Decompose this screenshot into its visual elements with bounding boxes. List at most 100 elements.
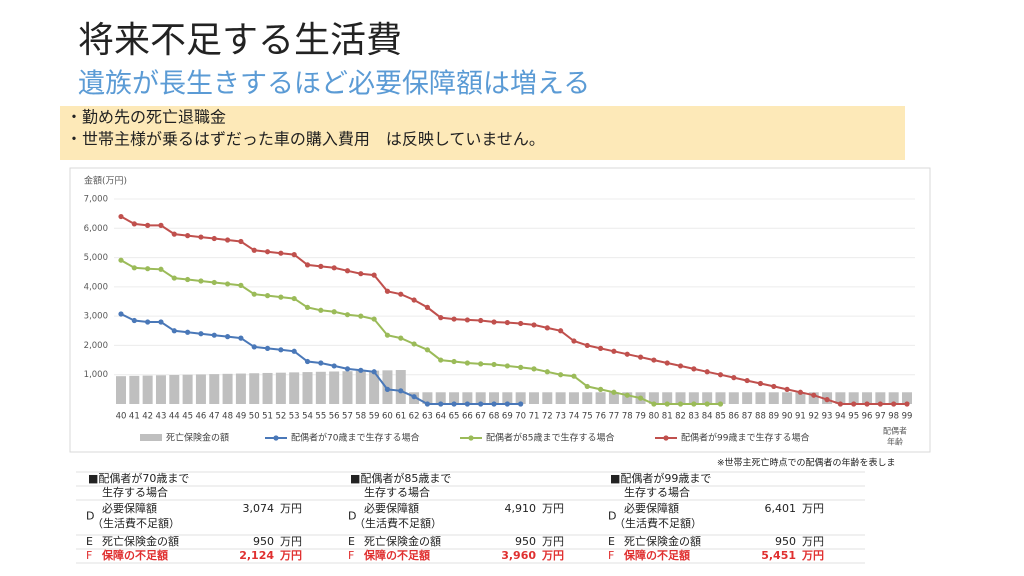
bar (275, 372, 286, 404)
legend-swatch (273, 435, 279, 441)
row-unit: 万円 (280, 502, 302, 515)
row-value: 3,074 (243, 502, 275, 515)
bar (702, 392, 713, 404)
point (704, 369, 710, 375)
x-tick-label: 41 (129, 412, 140, 422)
x-tick-label: 90 (782, 412, 793, 422)
point (411, 341, 417, 347)
row-code: F (608, 549, 614, 562)
chart-note: ※世帯主死亡時点での配偶者の年齢を表しま (717, 457, 896, 469)
x-tick-label: 59 (369, 412, 380, 422)
x-tick-label: 49 (235, 412, 246, 422)
row-value: 950 (253, 535, 274, 548)
point (158, 266, 164, 272)
point (837, 401, 843, 407)
bar (116, 376, 126, 404)
bar (422, 392, 433, 404)
row-value: 3,960 (501, 549, 536, 562)
row-unit: 万円 (802, 535, 824, 548)
x-tick-label: 83 (688, 412, 699, 422)
row-unit: 万円 (802, 502, 824, 515)
point (211, 235, 217, 242)
x-tick-label: 50 (249, 412, 260, 422)
point (264, 293, 271, 299)
point (171, 328, 177, 334)
bar (768, 392, 779, 404)
row-value: 950 (775, 535, 796, 548)
point (158, 319, 164, 325)
point (224, 237, 231, 243)
point (438, 315, 444, 321)
point (358, 367, 364, 373)
bar (182, 374, 193, 404)
x-tick-label: 97 (875, 412, 886, 422)
point (677, 401, 684, 407)
x-tick-label: 47 (209, 412, 220, 422)
point (171, 275, 177, 281)
bar (249, 373, 260, 404)
point (185, 233, 191, 239)
note-box (60, 106, 905, 160)
x-axis-title: 配偶者 (883, 426, 907, 436)
point (478, 361, 484, 367)
point (651, 357, 657, 363)
x-tick-label: 76 (595, 412, 606, 422)
row-unit: 万円 (280, 535, 302, 548)
bar (302, 372, 313, 404)
x-tick-label: 45 (182, 412, 193, 422)
row-code: F (86, 549, 92, 562)
bar (755, 392, 766, 404)
point (371, 316, 377, 322)
x-tick-label: 68 (489, 412, 500, 422)
point (504, 401, 510, 407)
point (571, 373, 577, 379)
point (771, 383, 777, 390)
x-tick-label: 88 (755, 412, 766, 422)
bar (542, 392, 553, 404)
point (344, 366, 351, 372)
x-tick-label: 69 (502, 412, 513, 422)
note-line: ・勤め先の死亡退職金 (66, 108, 226, 127)
x-tick-label: 57 (342, 412, 353, 422)
subtitle: 遺族が長生きするほど必要保障額は増える (78, 69, 590, 100)
point (118, 213, 124, 220)
point (291, 252, 297, 258)
x-tick-label: 43 (156, 412, 167, 422)
point (131, 221, 137, 227)
point (784, 386, 790, 392)
bar (129, 375, 140, 404)
table-heading: 生存する場合 (364, 485, 430, 499)
x-tick-label: 56 (329, 412, 340, 422)
bar (795, 392, 806, 404)
bar (449, 392, 460, 404)
bar (862, 392, 873, 404)
row-label: 保障の不足額 (101, 548, 168, 562)
point (451, 316, 457, 322)
point (211, 279, 217, 286)
x-tick-label: 78 (622, 412, 633, 422)
table-heading: ■配偶者が70歳まで (88, 471, 189, 485)
point (278, 294, 284, 300)
point (331, 309, 337, 315)
row-code: E (348, 535, 355, 548)
x-tick-label: 98 (888, 412, 899, 422)
point (464, 401, 470, 407)
row-unit: 万円 (801, 549, 824, 562)
point (597, 386, 604, 392)
note-line: ・世帯主様が乗るはずだった車の購入費用 は反映していません。 (66, 130, 545, 149)
point (224, 334, 231, 340)
x-tick-label: 55 (315, 412, 326, 422)
bar (888, 392, 899, 404)
point (584, 342, 590, 349)
row-label: 死亡保険金の額 (364, 534, 441, 548)
point (731, 375, 737, 381)
point (251, 344, 257, 350)
point (544, 325, 550, 331)
x-tick-label: 46 (196, 412, 207, 422)
x-axis-title: 年齢 (887, 437, 903, 447)
point (611, 389, 617, 395)
row-label: 必要保障額 (102, 501, 157, 515)
point (571, 338, 577, 344)
point (238, 282, 244, 288)
